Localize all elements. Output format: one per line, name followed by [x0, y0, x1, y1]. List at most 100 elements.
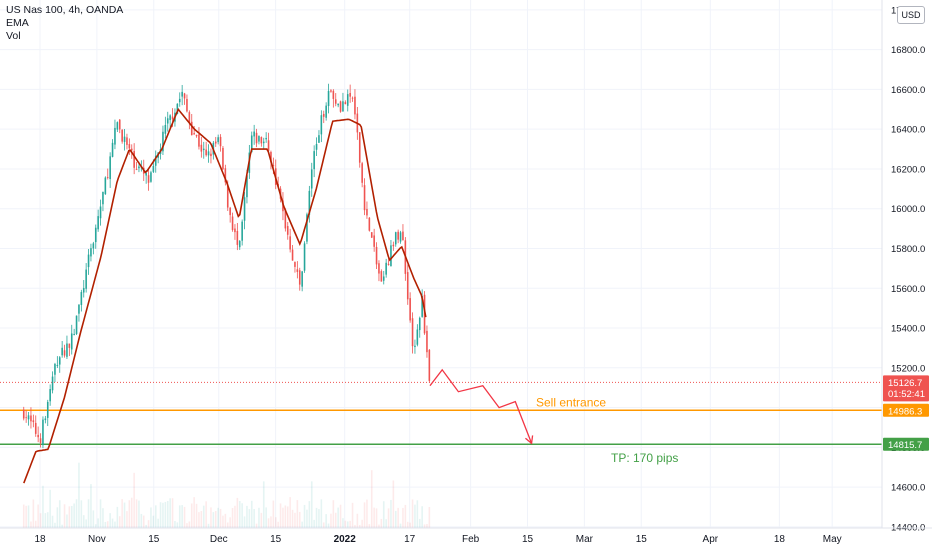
time-axis[interactable]: 18 Nov 15 Dec 15 2022 17 Feb 15 Mar 15 Apr 18 May — [0, 527, 932, 545]
candle-body — [265, 137, 267, 140]
volume-bars — [22, 462, 431, 528]
currency-button[interactable]: USD — [897, 6, 925, 24]
candle-body — [63, 350, 66, 356]
volume-bar — [327, 523, 330, 528]
volume-bar — [241, 503, 243, 528]
volume-bar — [145, 524, 147, 528]
volume-bar — [118, 516, 121, 528]
volume-bar — [54, 522, 56, 528]
volume-bar — [246, 505, 248, 528]
candle-body — [366, 208, 368, 216]
volume-bar — [248, 509, 251, 528]
candle-body — [358, 132, 361, 163]
volume-bar — [198, 512, 200, 528]
price-tick-label: 16400.0 — [891, 125, 925, 136]
volume-bar — [63, 504, 66, 528]
legend-vol[interactable]: Vol — [6, 30, 21, 42]
candle-body — [130, 148, 133, 151]
price-axis[interactable]: 14400.014600.014800.015000.015200.015400… — [881, 0, 925, 533]
legend-symbol[interactable]: US Nas 100, 4h, OANDA — [6, 4, 124, 16]
volume-bar — [330, 513, 332, 528]
candle-body — [44, 418, 47, 421]
price-tick-label: 15400.0 — [891, 324, 925, 335]
volume-bar — [344, 520, 347, 528]
candle-body — [392, 244, 395, 247]
price-levels — [0, 381, 882, 445]
volume-bar — [150, 507, 152, 528]
candle-body — [255, 132, 258, 144]
candle-body — [85, 269, 87, 289]
volume-bar — [306, 509, 308, 528]
volume-bar — [282, 507, 284, 528]
volume-bar — [226, 522, 229, 528]
candle-body — [162, 131, 164, 152]
candle-body — [224, 168, 227, 183]
volume-bar — [234, 505, 236, 528]
volume-bar — [85, 519, 87, 528]
candle-body — [66, 343, 68, 357]
volume-bar — [133, 472, 135, 528]
time-tick-label: Dec — [210, 534, 228, 545]
candle-body — [207, 151, 210, 156]
candle-body — [61, 347, 63, 356]
candle-body — [320, 115, 323, 135]
volume-bar — [109, 513, 111, 528]
candle-body — [114, 127, 116, 145]
candle-body — [402, 231, 404, 241]
candle-body — [68, 343, 71, 348]
volume-bar — [92, 510, 95, 528]
tp-tag: 14815.7 — [883, 437, 929, 451]
volume-bar — [152, 515, 155, 528]
volume-bar — [126, 511, 128, 528]
price-tick-label: 15600.0 — [891, 284, 925, 295]
candle-body — [102, 191, 104, 205]
volume-bar — [25, 505, 27, 528]
volume-bar — [61, 524, 63, 528]
volume-bar — [361, 519, 363, 528]
candle-body — [313, 151, 315, 170]
volume-bar — [183, 506, 186, 528]
candle-body — [164, 124, 167, 134]
time-tick-label: 15 — [270, 534, 282, 545]
volume-bar — [75, 499, 78, 528]
volume-bar — [236, 497, 239, 528]
volume-bar — [166, 500, 169, 528]
candle-body — [298, 270, 301, 285]
tp-annotation: TP: 170 pips — [611, 451, 678, 465]
candle-body — [46, 401, 49, 418]
candle-body — [286, 226, 289, 235]
ema-line — [23, 107, 427, 484]
candle-body — [284, 209, 287, 229]
volume-bar — [238, 501, 241, 528]
volume-bar — [318, 509, 320, 528]
volume-bar — [46, 512, 49, 528]
candle-body — [378, 263, 380, 274]
volume-bar — [270, 516, 272, 528]
candle-body — [171, 116, 174, 120]
candle-body — [368, 217, 371, 231]
candle-body — [346, 94, 349, 106]
projection-line — [429, 368, 533, 444]
volume-bar — [334, 512, 337, 528]
candle-body — [411, 318, 414, 347]
volume-bar — [231, 507, 234, 528]
legend-ema[interactable]: EMA — [6, 17, 29, 29]
volume-bar — [390, 499, 392, 528]
volume-bar — [171, 498, 174, 528]
candle-body — [217, 137, 219, 143]
candle-body — [428, 349, 431, 381]
candle-body — [375, 246, 378, 265]
volume-bar — [358, 524, 361, 528]
tp-tag-bg — [883, 437, 929, 451]
candle-body — [289, 236, 291, 250]
volume-bar — [378, 524, 380, 528]
candle-body — [58, 357, 61, 365]
time-tick-label: Nov — [88, 534, 106, 545]
candle-body — [236, 230, 239, 245]
candle-body — [315, 144, 318, 150]
candle-body — [385, 262, 387, 275]
volume-bar — [164, 501, 167, 528]
volume-bar — [296, 500, 299, 528]
candle-body — [118, 119, 121, 130]
